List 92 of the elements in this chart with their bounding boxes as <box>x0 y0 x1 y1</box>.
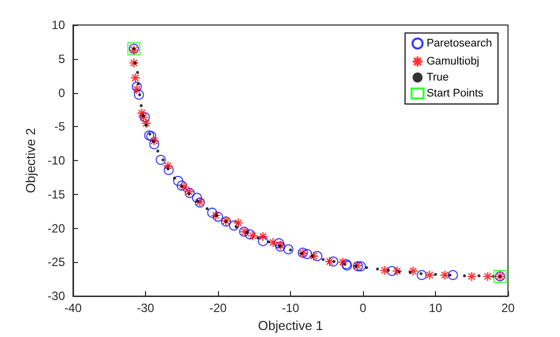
legend-label: Paretosearch <box>426 38 492 50</box>
legend-label: Start Points <box>426 88 484 100</box>
point <box>376 267 379 270</box>
point <box>213 212 223 222</box>
point <box>440 270 450 280</box>
x-tick-label: 10 <box>428 301 442 316</box>
point <box>234 225 238 228</box>
y-tick-label: 10 <box>52 18 66 32</box>
point <box>289 248 292 252</box>
x-tick-label: -20 <box>209 301 227 316</box>
x-tick-label: -10 <box>282 301 300 316</box>
point <box>136 70 140 74</box>
point <box>328 256 338 267</box>
y-tick-label: -20 <box>48 221 66 236</box>
point <box>140 104 143 108</box>
point <box>149 139 160 150</box>
point <box>156 150 160 153</box>
point <box>248 230 258 241</box>
point <box>256 236 260 240</box>
point <box>324 256 335 267</box>
point <box>207 208 218 218</box>
point <box>130 72 140 83</box>
point <box>192 192 202 203</box>
point <box>354 264 358 268</box>
point <box>434 272 437 276</box>
point <box>206 207 209 210</box>
point <box>267 240 270 244</box>
point <box>156 154 166 165</box>
y-axis-title: Objective 2 <box>22 128 38 194</box>
y-tick-label: -25 <box>48 255 66 270</box>
point <box>152 140 155 144</box>
point <box>173 176 184 186</box>
point <box>463 274 466 278</box>
point <box>149 136 160 146</box>
y-tick-label: 0 <box>58 86 66 100</box>
point <box>258 231 268 242</box>
point <box>302 249 312 260</box>
point <box>161 158 164 162</box>
point <box>308 251 319 262</box>
point <box>448 274 452 277</box>
point <box>424 270 435 280</box>
x-tick-label: -40 <box>64 301 82 316</box>
point <box>141 118 152 128</box>
point <box>196 200 200 203</box>
y-tick-label: -30 <box>48 289 66 304</box>
point <box>392 266 402 276</box>
y-tick-label: -5 <box>54 120 66 134</box>
point <box>210 210 221 221</box>
point <box>356 261 366 272</box>
point <box>312 251 322 262</box>
point <box>310 254 314 258</box>
point <box>478 274 480 278</box>
point <box>380 265 390 276</box>
point <box>338 257 348 268</box>
point <box>246 230 248 234</box>
point <box>482 271 493 282</box>
point <box>416 270 427 280</box>
point <box>408 270 412 274</box>
point <box>365 266 368 270</box>
legend-label: Gamultiobj <box>426 56 480 68</box>
legend-label: True <box>426 72 449 84</box>
point <box>386 268 390 272</box>
point <box>176 180 187 191</box>
point <box>144 124 148 127</box>
point <box>164 165 174 176</box>
point <box>408 266 418 276</box>
point <box>132 84 142 94</box>
y-tick-label: -10 <box>48 154 66 168</box>
point <box>466 271 477 282</box>
point <box>134 90 144 100</box>
point <box>132 82 142 92</box>
x-tick-label: 20 <box>501 301 515 316</box>
point <box>244 229 255 240</box>
point <box>136 108 147 118</box>
point <box>448 270 458 280</box>
point <box>173 176 176 180</box>
point <box>258 236 268 246</box>
point <box>136 82 140 86</box>
x-tick-label: -30 <box>136 301 154 316</box>
x-tick-label: 0 <box>360 301 367 316</box>
point <box>283 244 294 254</box>
y-tick-label: -15 <box>48 187 66 202</box>
point <box>268 237 278 248</box>
point <box>134 61 137 64</box>
point <box>322 258 325 261</box>
point <box>128 58 139 68</box>
point <box>233 218 244 228</box>
y-tick-label: 5 <box>58 52 66 66</box>
point <box>162 160 174 172</box>
x-axis-title: Objective 1 <box>258 318 324 333</box>
point <box>178 182 190 192</box>
point <box>387 266 397 276</box>
